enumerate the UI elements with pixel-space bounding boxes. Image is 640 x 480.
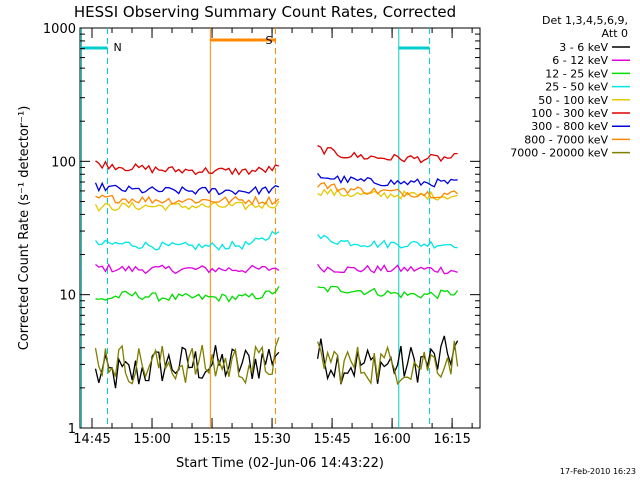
series-line [317, 263, 458, 275]
legend-label: 50 - 100 keV [538, 94, 608, 107]
legend-label: 800 - 7000 keV [524, 133, 608, 146]
series-line [94, 345, 280, 389]
legend-label: 6 - 12 keV [552, 54, 608, 67]
chart-title: HESSI Observing Summary Count Rates, Cor… [74, 3, 456, 21]
series-line [317, 285, 459, 300]
series-line [317, 144, 458, 164]
x-tick-label: 16:00 [373, 432, 410, 447]
series-line [317, 233, 458, 249]
series-line [94, 200, 280, 212]
y-axis-label: Corrected Count Rate (s⁻¹ detector⁻¹) [17, 106, 32, 351]
y-tick-label: 1000 [43, 22, 76, 37]
legend-label: 300 - 800 keV [531, 120, 608, 133]
x-axis-label: Start Time (02-Jun-06 14:43:22) [176, 456, 384, 471]
series-line [317, 173, 458, 188]
flag-label: S [266, 34, 273, 47]
plot-frame [79, 27, 481, 429]
legend-header-2: Att 0 [602, 27, 628, 40]
y-tick-label: 1 [68, 422, 76, 437]
series-line [95, 286, 280, 303]
y-axis: 1 10 100 1000 [43, 22, 480, 437]
legend-label: 100 - 300 keV [531, 107, 608, 120]
series-line [94, 337, 280, 385]
series-line [94, 230, 280, 251]
x-tick-label: 15:15 [193, 432, 230, 447]
footer-stamp: 17-Feb-2010 16:23 [560, 467, 636, 476]
x-tick-label: 15:30 [253, 432, 290, 447]
y-tick-label: 100 [51, 155, 76, 170]
x-axis: 14:45 15:00 15:15 15:30 15:45 16:00 16:15 [73, 28, 473, 447]
series-lines [94, 144, 459, 389]
series-line [94, 181, 280, 196]
series-line [95, 160, 280, 176]
legend-header-1: Det 1,3,4,5,6,9, [542, 14, 628, 27]
x-tick-label: 14:45 [73, 432, 110, 447]
x-tick-label: 16:15 [433, 432, 470, 447]
flag-label: N [113, 41, 121, 54]
legend-label: 12 - 25 keV [545, 67, 608, 80]
x-tick-label: 15:00 [133, 432, 170, 447]
x-tick-label: 15:45 [313, 432, 350, 447]
series-line [317, 188, 458, 201]
legend-label: 3 - 6 keV [559, 41, 608, 54]
series-line [316, 335, 459, 385]
legend-label: 25 - 50 keV [545, 81, 608, 94]
y-tick-label: 10 [59, 289, 76, 304]
series-line [317, 182, 459, 199]
legend-label: 7000 - 20000 keV [510, 147, 608, 160]
series-line [316, 340, 459, 386]
series-line [95, 194, 280, 206]
series-line [95, 263, 280, 275]
